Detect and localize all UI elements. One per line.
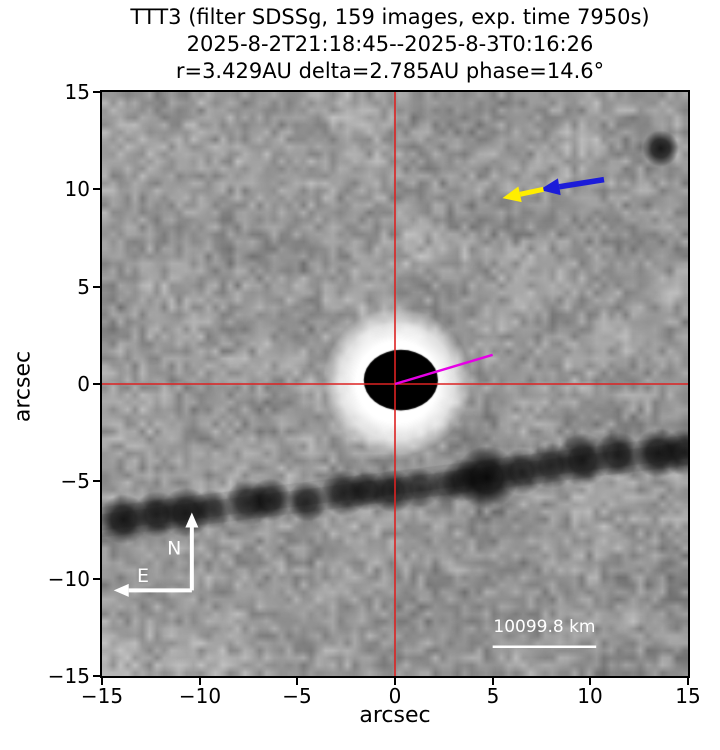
y-tick-label: −5 [60,469,90,493]
blue-arrow-head [539,178,561,196]
x-tick-mark [589,678,592,685]
y-tick-mark [93,285,100,288]
y-tick-label: −15 [47,664,90,688]
y-tick-label: 10 [64,177,90,201]
x-tick-mark [687,678,689,685]
x-tick-mark [296,678,299,685]
x-tick-label: −5 [282,684,312,708]
y-tick-mark [93,188,100,191]
plot-area: N E 10099.8 km [100,90,690,678]
y-tick-label: 5 [77,275,90,299]
scale-bar-label: 10099.8 km [493,617,595,637]
y-tick-mark [93,91,100,93]
annotation-overlay: N E 10099.8 km [102,92,688,676]
title-line-3: r=3.429AU delta=2.785AU phase=14.6° [175,59,605,83]
y-tick-mark [93,675,100,677]
x-tick-label: −10 [178,684,222,708]
x-tick-label: −15 [80,684,124,708]
figure-title: TTT3 (filter SDSSg, 159 images, exp. tim… [60,4,720,85]
x-tick-mark [491,678,494,685]
y-tick-label: −10 [47,567,90,591]
compass-north-head [185,512,199,528]
x-tick-mark [198,678,201,685]
compass-east-head [113,583,129,597]
y-tick-mark [93,577,100,580]
y-tick-label: 0 [77,372,90,396]
yellow-arrow-shaft [519,186,544,197]
x-tick-label: 15 [675,684,701,708]
x-tick-mark [101,678,103,685]
compass-north-label: N [167,538,181,560]
y-tick-label: 15 [64,80,90,104]
x-tick-label: 5 [486,684,500,708]
x-tick-label: 10 [577,684,603,708]
x-tick-mark [394,678,396,685]
y-tick-mark [93,383,100,385]
x-axis-label: arcsec [359,703,431,728]
x-tick-label: 0 [388,684,402,708]
title-line-2: 2025-8-2T21:18:45--2025-8-3T0:16:26 [186,32,594,56]
position-angle-line [394,353,494,386]
yellow-arrow-head [502,186,522,203]
compass-east-label: E [137,565,149,587]
y-tick-mark [93,480,100,483]
title-line-1: TTT3 (filter SDSSg, 159 images, exp. tim… [130,5,650,29]
blue-arrow-shaft [558,176,605,190]
